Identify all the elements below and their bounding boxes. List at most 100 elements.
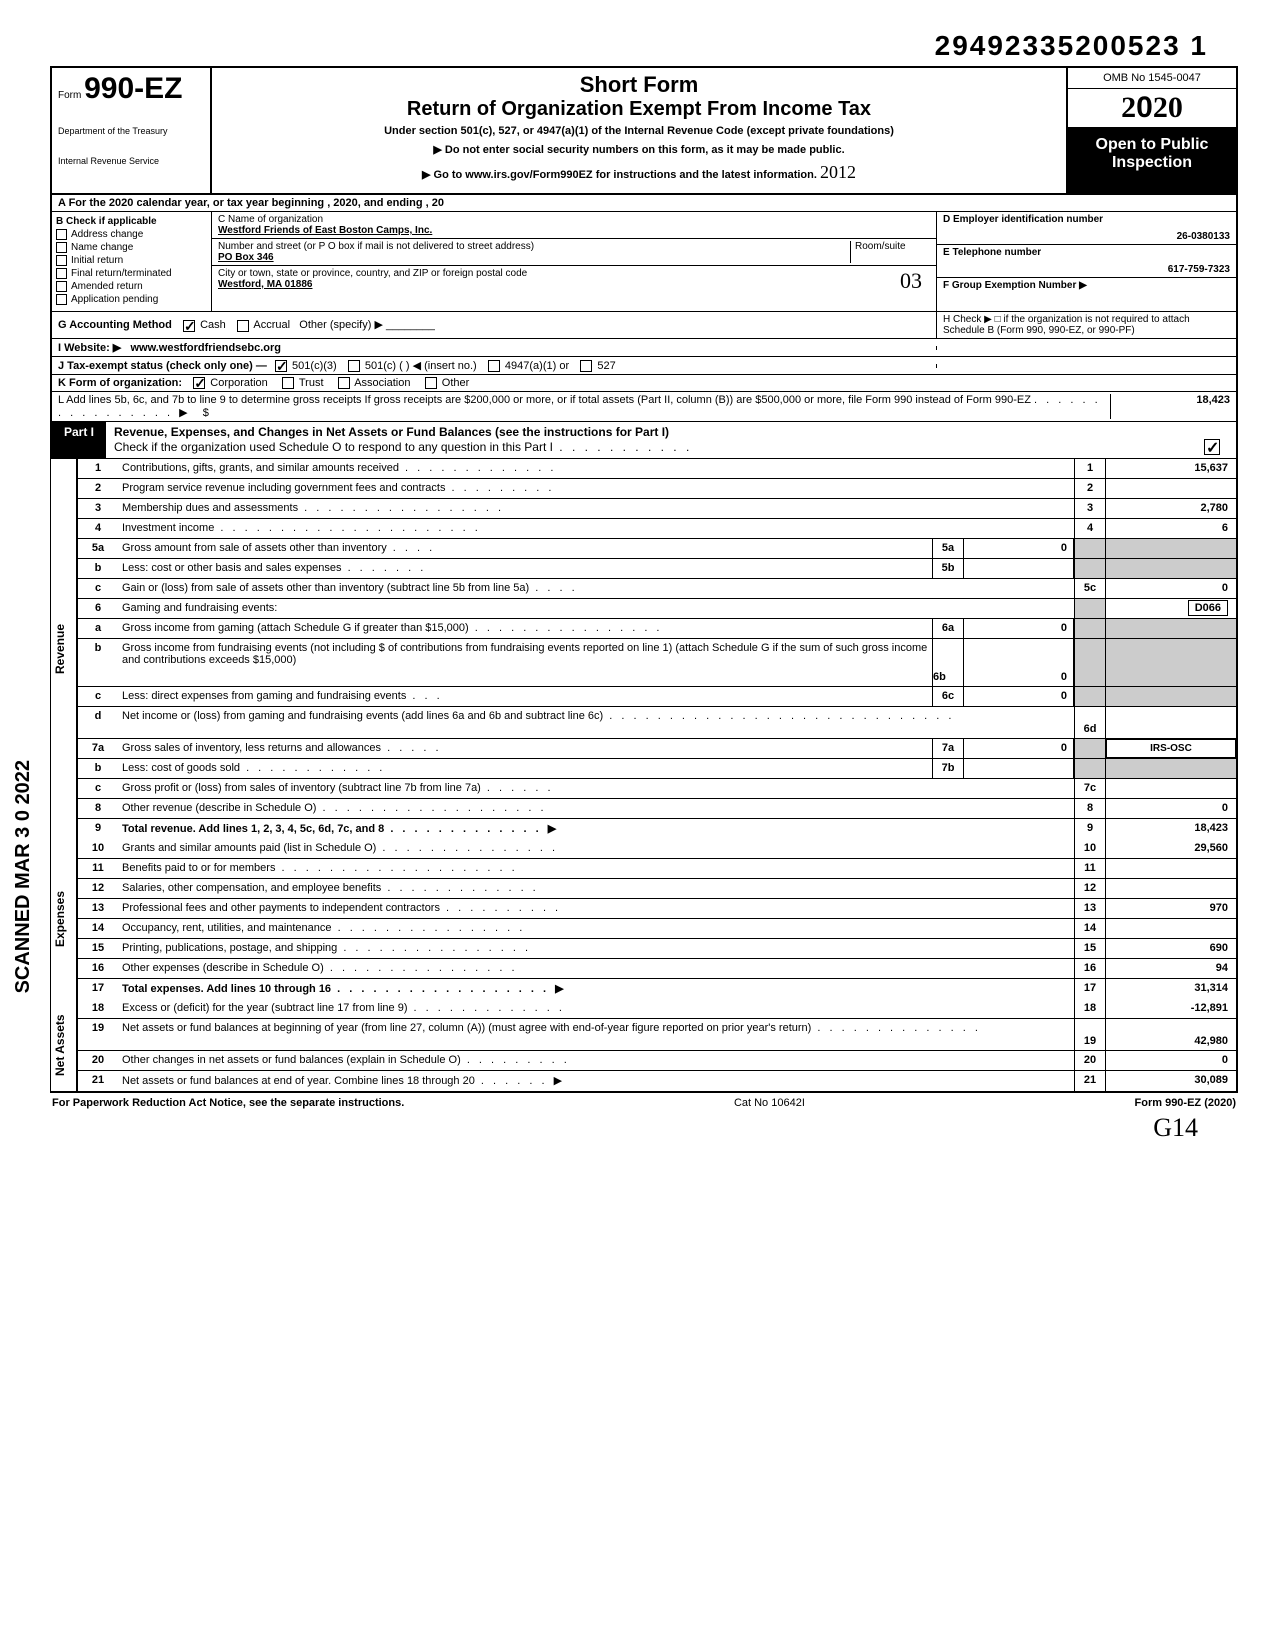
- line-3-txt: Membership dues and assessments . . . . …: [118, 499, 1074, 518]
- line-5b: b Less: cost or other basis and sales ex…: [78, 559, 1236, 579]
- line-19-rno: 19: [1074, 1019, 1106, 1050]
- line-6c-midamt: 0: [964, 687, 1074, 706]
- line-7c-no: c: [78, 779, 118, 798]
- e-phone: E Telephone number 617-759-7323: [937, 245, 1236, 278]
- label-501c3: 501(c)(3): [292, 360, 337, 372]
- line-4-rno: 4: [1074, 519, 1106, 538]
- footer-paperwork: For Paperwork Reduction Act Notice, see …: [52, 1097, 404, 1109]
- line-3-rno: 3: [1074, 499, 1106, 518]
- checkbox-501c3[interactable]: [275, 360, 287, 372]
- handwritten-03: 03: [900, 268, 930, 294]
- line-9-txt: Total revenue. Add lines 1, 2, 3, 4, 5c,…: [118, 819, 1074, 839]
- line-11-amt: [1106, 859, 1236, 878]
- chk-name-change: Name change: [56, 242, 207, 253]
- revenue-section: Revenue 1 Contributions, gifts, grants, …: [50, 459, 1238, 839]
- line-6: 6 Gaming and fundraising events: D066: [78, 599, 1236, 619]
- line-9-no: 9: [78, 819, 118, 839]
- checkbox-501c[interactable]: [348, 360, 360, 372]
- line-13-txt: Professional fees and other payments to …: [118, 899, 1074, 918]
- line-6a-txt: Gross income from gaming (attach Schedul…: [118, 619, 932, 638]
- line-14-rno: 14: [1074, 919, 1106, 938]
- row-l-gross-receipts: L Add lines 5b, 6c, and 7b to line 9 to …: [50, 392, 1238, 422]
- f-label: F Group Exemption Number ▶: [943, 280, 1087, 291]
- line-13-no: 13: [78, 899, 118, 918]
- part-1-title: Revenue, Expenses, and Changes in Net As…: [114, 425, 1228, 439]
- i-website: I Website: ▶ www.westfordfriendsebc.org: [52, 339, 936, 356]
- line-19-amt: 42,980: [1106, 1019, 1236, 1050]
- line-8-txt: Other revenue (describe in Schedule O) .…: [118, 799, 1074, 818]
- line-10-rno: 10: [1074, 839, 1106, 858]
- checkbox-name-change[interactable]: [56, 242, 67, 253]
- col-b-checkboxes: B Check if applicable Address change Nam…: [52, 212, 212, 311]
- label-name-change: Name change: [71, 242, 133, 253]
- line-8: 8 Other revenue (describe in Schedule O)…: [78, 799, 1236, 819]
- label-other-specify: Other (specify) ▶: [299, 319, 383, 331]
- line-6a-mid: 6a: [932, 619, 964, 638]
- checkbox-trust[interactable]: [282, 377, 294, 389]
- line-5a-no: 5a: [78, 539, 118, 558]
- line-7a-no: 7a: [78, 739, 118, 758]
- f-group: F Group Exemption Number ▶: [937, 278, 1236, 293]
- line-7c: c Gross profit or (loss) from sales of i…: [78, 779, 1236, 799]
- line-6-txt: Gaming and fundraising events:: [118, 599, 1074, 618]
- ssn-warning: ▶ Do not enter social security numbers o…: [222, 143, 1056, 156]
- short-form-title: Short Form: [222, 72, 1056, 98]
- label-application-pending: Application pending: [71, 294, 158, 305]
- footer-form-no: Form 990-EZ (2020): [1135, 1097, 1236, 1109]
- checkbox-schedule-o[interactable]: [1204, 439, 1220, 455]
- d-label: D Employer identification number: [943, 214, 1103, 225]
- line-17-amt: 31,314: [1106, 979, 1236, 999]
- checkbox-cash[interactable]: [183, 320, 195, 332]
- part-1-header: Part I Revenue, Expenses, and Changes in…: [50, 422, 1238, 459]
- line-17: 17 Total expenses. Add lines 10 through …: [78, 979, 1236, 999]
- c-city-label: City or town, state or province, country…: [218, 268, 900, 279]
- line-9-rno: 9: [1074, 819, 1106, 839]
- line-10-amt: 29,560: [1106, 839, 1236, 858]
- line-6a-amtshade: [1106, 619, 1236, 638]
- j-tax-exempt: J Tax-exempt status (check only one) — 5…: [52, 357, 936, 374]
- line-7b-mid: 7b: [932, 759, 964, 778]
- line-20-rno: 20: [1074, 1051, 1106, 1070]
- line-7b-no: b: [78, 759, 118, 778]
- line-11-no: 11: [78, 859, 118, 878]
- website-value: www.westfordfriendsebc.org: [130, 342, 281, 354]
- line-7b-amtshade: [1106, 759, 1236, 778]
- line-19: 19 Net assets or fund balances at beginn…: [78, 1019, 1236, 1051]
- checkbox-initial-return[interactable]: [56, 255, 67, 266]
- line-5b-midamt: [964, 559, 1074, 578]
- chk-address-change: Address change: [56, 229, 207, 240]
- line-15-rno: 15: [1074, 939, 1106, 958]
- checkbox-accrual[interactable]: [237, 320, 249, 332]
- j-label: J Tax-exempt status (check only one) —: [58, 360, 267, 372]
- page-footer: For Paperwork Reduction Act Notice, see …: [50, 1093, 1238, 1113]
- g-accounting: G Accounting Method Cash Accrual Other (…: [52, 316, 936, 333]
- checkbox-other-org[interactable]: [425, 377, 437, 389]
- part-1-sub: Check if the organization used Schedule …: [114, 440, 1204, 454]
- label-corporation: Corporation: [210, 377, 267, 389]
- line-6c-txt: Less: direct expenses from gaming and fu…: [118, 687, 932, 706]
- checkbox-address-change[interactable]: [56, 229, 67, 240]
- checkbox-amended-return[interactable]: [56, 281, 67, 292]
- net-assets-section: Net Assets 18 Excess or (deficit) for th…: [50, 999, 1238, 1093]
- line-6c-mid: 6c: [932, 687, 964, 706]
- irs-osc-stamp: IRS-OSC: [1106, 739, 1236, 758]
- dept-irs: Internal Revenue Service: [58, 156, 204, 166]
- checkbox-527[interactable]: [580, 360, 592, 372]
- checkbox-final-return[interactable]: [56, 268, 67, 279]
- omb-no: OMB No 1545-0047: [1068, 68, 1236, 89]
- line-6c-no: c: [78, 687, 118, 706]
- c-name-label: C Name of organization: [218, 214, 930, 225]
- l-text: L Add lines 5b, 6c, and 7b to line 9 to …: [58, 394, 1110, 419]
- checkbox-association[interactable]: [338, 377, 350, 389]
- line-4-amt: 6: [1106, 519, 1236, 538]
- line-20-no: 20: [78, 1051, 118, 1070]
- header-mid: Short Form Return of Organization Exempt…: [212, 68, 1066, 193]
- checkbox-application-pending[interactable]: [56, 294, 67, 305]
- line-14-amt: [1106, 919, 1236, 938]
- header-right: OMB No 1545-0047 2020 Open to Public Ins…: [1066, 68, 1236, 193]
- line-16-no: 16: [78, 959, 118, 978]
- checkbox-corporation[interactable]: [193, 377, 205, 389]
- line-17-txt: Total expenses. Add lines 10 through 16 …: [118, 979, 1074, 999]
- c-city-row: City or town, state or province, country…: [212, 266, 936, 296]
- checkbox-4947[interactable]: [488, 360, 500, 372]
